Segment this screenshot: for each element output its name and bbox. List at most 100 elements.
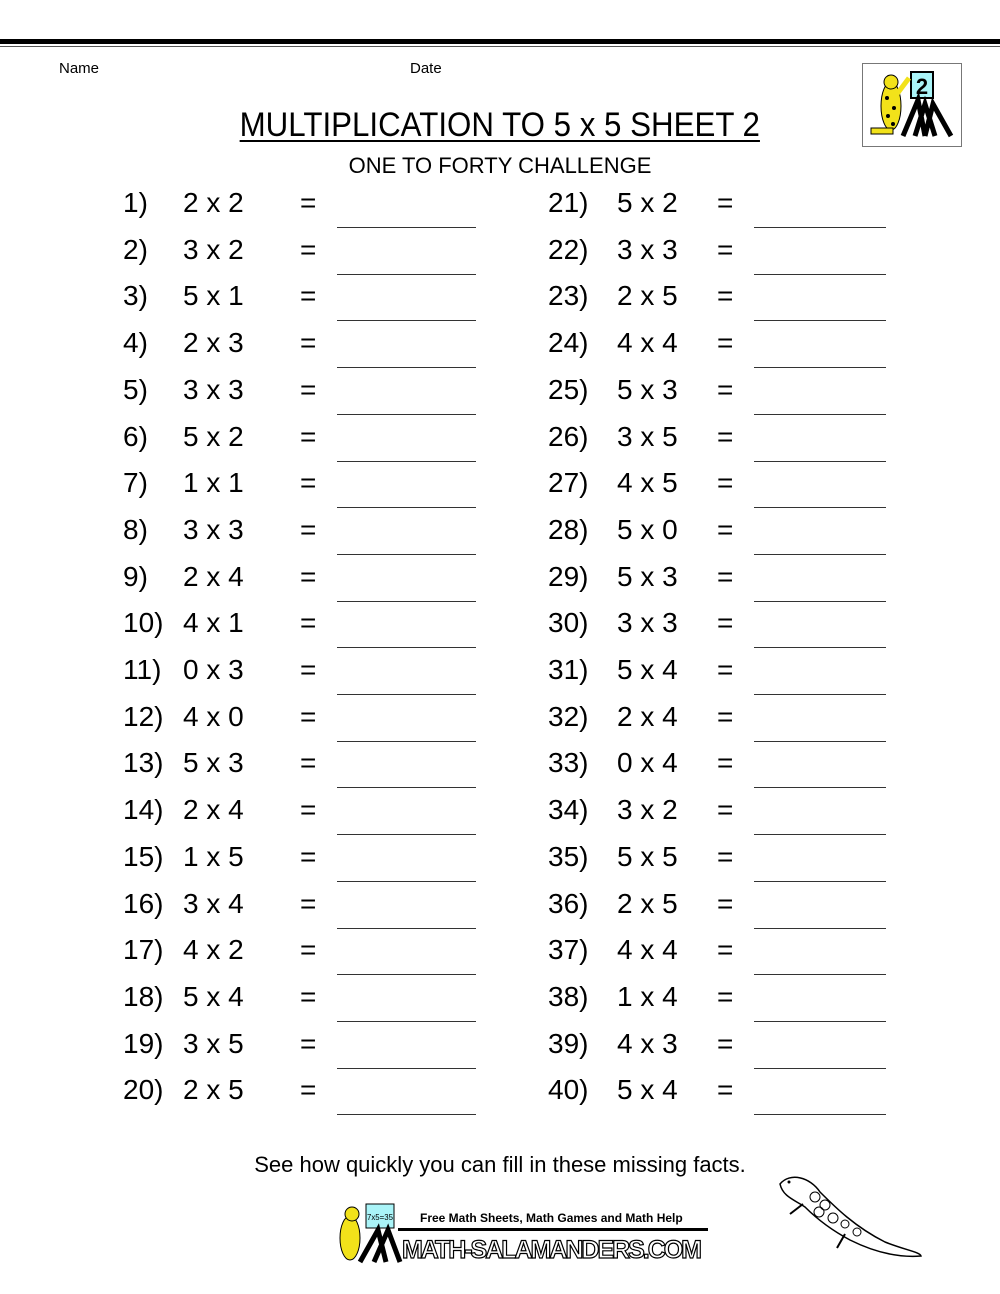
answer-blank[interactable] — [337, 460, 476, 462]
answer-blank[interactable] — [337, 600, 476, 602]
answer-blank[interactable] — [337, 1114, 476, 1116]
equals-sign: = — [717, 187, 734, 218]
answer-blank[interactable] — [754, 320, 886, 322]
answer-blank[interactable] — [337, 647, 476, 649]
question-number: 14) — [123, 794, 164, 826]
question-expression: 4 x 4 — [617, 327, 678, 359]
question-number: 12) — [123, 700, 164, 732]
equals-sign: = — [717, 654, 734, 685]
answer-blank[interactable] — [754, 694, 886, 695]
equals-sign: = — [300, 840, 317, 872]
question-number: 16) — [123, 887, 164, 919]
answer-blank[interactable] — [337, 413, 476, 415]
answer-blank[interactable] — [754, 927, 886, 929]
salamander-icon — [779, 1176, 922, 1258]
equals-sign: = — [717, 373, 734, 405]
date-label: Date — [410, 60, 442, 77]
equals-sign: = — [300, 887, 317, 919]
question-number: 25) — [548, 373, 589, 405]
equals-sign: = — [717, 700, 734, 732]
question-expression: 4 x 2 — [183, 934, 244, 966]
equals-sign: = — [717, 560, 734, 592]
question-expression: 4 x 0 — [183, 700, 244, 732]
answer-blank[interactable] — [754, 273, 886, 275]
answer-blank[interactable] — [754, 227, 886, 228]
question-number: 30) — [548, 607, 589, 639]
question-expression: 3 x 3 — [617, 233, 678, 265]
equals-sign: = — [300, 327, 317, 359]
answer-blank[interactable] — [754, 553, 886, 555]
question-number: 36) — [548, 887, 589, 919]
answer-blank[interactable] — [337, 740, 476, 742]
answer-blank[interactable] — [337, 227, 476, 228]
question-number: 31) — [548, 654, 589, 685]
answer-blank[interactable] — [337, 1067, 476, 1069]
question-number: 39) — [548, 1027, 589, 1059]
worksheet-title: MULTIPLICATION TO 5 x 5 SHEET 2 — [239, 106, 761, 144]
question-expression: 4 x 1 — [183, 607, 244, 639]
answer-blank[interactable] — [754, 1067, 886, 1069]
answer-blank[interactable] — [754, 507, 886, 509]
equals-sign: = — [717, 327, 734, 359]
answer-blank[interactable] — [337, 367, 476, 369]
equals-sign: = — [717, 467, 734, 499]
equals-sign: = — [717, 794, 734, 826]
question-number: 18) — [123, 980, 164, 1012]
question-expression: 5 x 1 — [183, 280, 244, 312]
question-number: 27) — [548, 467, 589, 499]
question-number: 24) — [548, 327, 589, 359]
answer-blank[interactable] — [754, 1114, 886, 1116]
equals-sign: = — [300, 700, 317, 732]
equals-sign: = — [717, 513, 734, 545]
answer-blank[interactable] — [754, 600, 886, 602]
question-number: 6) — [123, 420, 148, 452]
equals-sign: = — [300, 654, 317, 685]
equals-sign: = — [300, 794, 317, 826]
question-number: 17) — [123, 934, 164, 966]
equals-sign: = — [300, 467, 317, 499]
answer-blank[interactable] — [337, 694, 476, 695]
question-number: 20) — [123, 1074, 164, 1106]
equals-sign: = — [300, 1027, 317, 1059]
answer-blank[interactable] — [337, 787, 476, 789]
answer-blank[interactable] — [337, 927, 476, 929]
answer-blank[interactable] — [754, 413, 886, 415]
board-text: 7x5=35 — [367, 1213, 394, 1222]
top-rule — [0, 39, 1000, 44]
answer-blank[interactable] — [337, 834, 476, 836]
question-expression: 3 x 3 — [183, 513, 244, 545]
answer-blank[interactable] — [754, 880, 886, 882]
equals-sign: = — [300, 1074, 317, 1106]
answer-blank[interactable] — [754, 740, 886, 742]
question-expression: 2 x 2 — [183, 187, 244, 218]
question-expression: 5 x 4 — [617, 1074, 678, 1106]
answer-blank[interactable] — [337, 974, 476, 976]
question-expression: 2 x 5 — [617, 280, 678, 312]
question-expression: 4 x 3 — [617, 1027, 678, 1059]
question-expression: 2 x 4 — [183, 794, 244, 826]
answer-blank[interactable] — [337, 320, 476, 322]
answer-blank[interactable] — [337, 273, 476, 275]
answer-blank[interactable] — [337, 507, 476, 509]
answer-blank[interactable] — [754, 1020, 886, 1022]
equals-sign: = — [717, 980, 734, 1012]
answer-blank[interactable] — [754, 460, 886, 462]
answer-blank[interactable] — [754, 974, 886, 976]
brand-name: MATH-SALAMANDERS.COM — [402, 1236, 702, 1264]
question-number: 33) — [548, 747, 589, 779]
answer-blank[interactable] — [754, 787, 886, 789]
question-expression: 3 x 3 — [183, 373, 244, 405]
question-expression: 1 x 4 — [617, 980, 678, 1012]
answer-blank[interactable] — [337, 880, 476, 882]
answer-blank[interactable] — [337, 1020, 476, 1022]
question-number: 11) — [123, 654, 162, 685]
answer-blank[interactable] — [337, 553, 476, 555]
answer-blank[interactable] — [754, 834, 886, 836]
question-number: 22) — [548, 233, 589, 265]
answer-blank[interactable] — [754, 647, 886, 649]
equals-sign: = — [300, 187, 317, 218]
question-expression: 5 x 3 — [617, 560, 678, 592]
question-expression: 4 x 5 — [617, 467, 678, 499]
answer-blank[interactable] — [754, 367, 886, 369]
question-expression: 3 x 5 — [183, 1027, 244, 1059]
